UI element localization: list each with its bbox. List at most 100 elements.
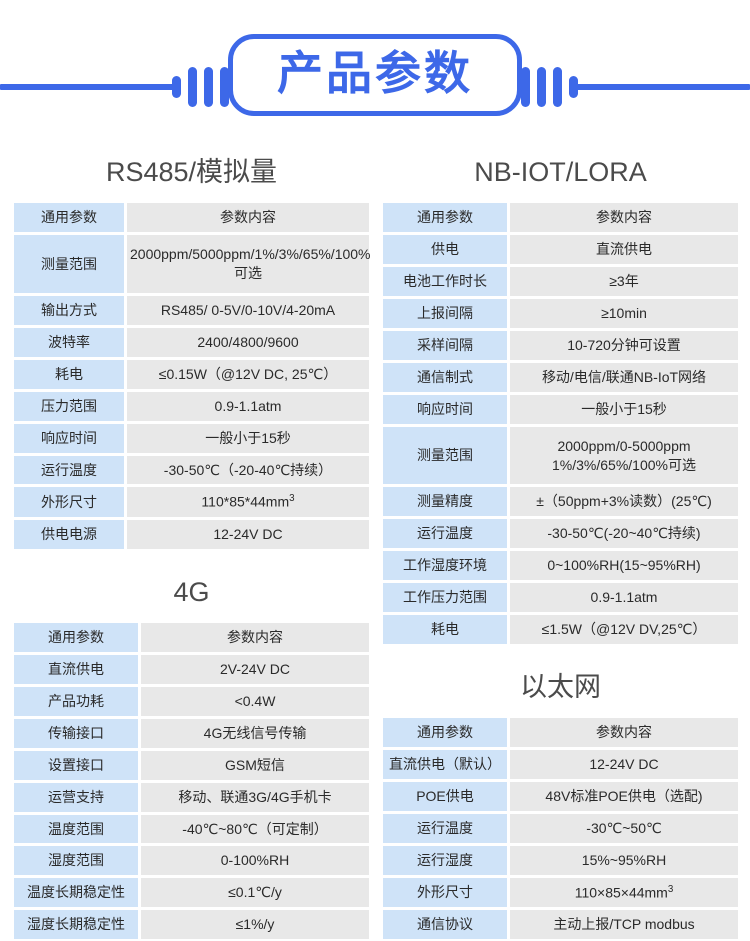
column-header-value: 参数内容: [507, 718, 738, 748]
spec-key: 运营支持: [14, 782, 138, 812]
banner-dashes-left: [172, 62, 229, 112]
banner-dashes-right: [521, 62, 578, 112]
table-row: 采样间隔 10-720分钟可设置: [383, 330, 738, 360]
table-row: 测量范围 2000ppm/5000ppm/1%/3%/65%/100%可选: [14, 235, 371, 294]
spec-key: 运行湿度: [383, 845, 507, 875]
spec-table-ethernet: 通用参数 参数内容 直流供电（默认） 12-24V DC POE供电 48V标准POE供电…: [383, 715, 738, 941]
table-row: 上报间隔 ≥10min: [383, 299, 738, 328]
table-row: 耗电 ≤0.15W（@12V DC, 25℃）: [14, 359, 369, 389]
column-header-key: 通用参数: [383, 203, 507, 233]
spec-value: 110×85×44mm3: [507, 877, 738, 908]
table-row: 通信协议 主动上报/TCP modbus: [383, 910, 738, 940]
spec-value: 0.9-1.1atm: [124, 391, 369, 421]
spec-value: GSM短信: [138, 750, 369, 780]
table-row: 运行温度 -30-50℃(-20~40℃持续): [383, 519, 738, 549]
column-header-value: 参数内容: [507, 203, 738, 233]
spec-value: 4G无线信号传输: [138, 718, 369, 748]
spec-key: 湿度范围: [14, 846, 138, 876]
table-row: 通信制式 移动/电信/联通NB-IoT网络: [383, 362, 738, 392]
table-row: 响应时间 一般小于15秒: [14, 423, 369, 453]
page-title-box: 产品参数: [228, 33, 522, 117]
dash-bar-icon: [172, 76, 181, 98]
spec-value: 2V-24V DC: [138, 655, 369, 685]
spec-value: 移动/电信/联通NB-IoT网络: [507, 362, 738, 392]
table-header-row: 通用参数 参数内容: [14, 623, 369, 653]
table-row: 外形尺寸 110*85*44mm3: [14, 487, 369, 517]
spec-key: 供电电源: [14, 519, 124, 549]
banner-rule-right: [575, 84, 750, 90]
spec-value: 110*85*44mm3: [124, 487, 369, 517]
spec-key: 产品功耗: [14, 687, 138, 716]
column-header-key: 通用参数: [383, 718, 507, 748]
spec-key: 采样间隔: [383, 330, 507, 360]
table-row: 运行温度 -30-50℃（-20-40℃持续）: [14, 455, 369, 485]
table-row: 运营支持 移动、联通3G/4G手机卡: [14, 782, 369, 812]
section-title-rs485: RS485/模拟量: [105, 157, 278, 187]
table-row: POE供电 48V标准POE供电（选配): [383, 782, 738, 811]
spec-key: 温度范围: [14, 814, 138, 844]
table-header-row: 通用参数 参数内容: [14, 203, 369, 233]
spec-value: 2000ppm/0-5000ppm 1%/3%/65%/100%可选: [507, 426, 738, 485]
spec-value: 一般小于15秒: [507, 394, 738, 424]
spec-key: 外形尺寸: [14, 487, 124, 517]
table-header-row: 通用参数 参数内容: [383, 718, 738, 748]
spec-key: 设置接口: [14, 750, 138, 780]
table-row: 外形尺寸 110×85×44mm3: [383, 877, 738, 908]
dash-bar-icon: [569, 76, 578, 98]
spec-value: 0.9-1.1atm: [507, 583, 738, 612]
table-row: 工作压力范围 0.9-1.1atm: [383, 583, 738, 612]
spec-key: 温度长期稳定性: [14, 878, 138, 908]
spec-key: 直流供电: [14, 655, 138, 685]
spec-key: 运行温度: [14, 455, 124, 485]
table-row: 供电电源 12-24V DC: [14, 519, 369, 549]
spec-value: 直流供电: [507, 235, 738, 265]
dash-bar-icon: [204, 67, 213, 107]
spec-value: ±（50ppm+3%读数）(25℃): [507, 487, 738, 517]
table-row: 输出方式 RS485/ 0-5V/0-10V/4-20mA: [14, 296, 369, 325]
table-row: 耗电 ≤1.5W（@12V DV,25℃）: [383, 614, 738, 644]
spec-value: 0-100%RH: [138, 846, 369, 876]
spec-value: 一般小于15秒: [124, 423, 369, 453]
spec-value: 10-720分钟可设置: [507, 330, 738, 360]
spec-key: 工作压力范围: [383, 583, 507, 612]
spec-value: ≤0.15W（@12V DC, 25℃）: [124, 359, 369, 389]
table-row: 直流供电（默认） 12-24V DC: [383, 750, 738, 780]
spec-key: 直流供电（默认）: [383, 750, 507, 780]
spec-key: 通信制式: [383, 362, 507, 392]
section-ethernet: 以太网 通用参数 参数内容 直流供电（默认） 12-24V DC POE供电 48V标准P…: [383, 665, 738, 941]
spec-key: 压力范围: [14, 391, 124, 421]
table-row: 设置接口 GSM短信: [14, 750, 369, 780]
spec-key: 电池工作时长: [383, 267, 507, 297]
dash-bar-icon: [521, 67, 530, 107]
section-nbiot: NB-IOT/LORA 通用参数 参数内容 供电 直流供电 电池工作时长 ≥3年 上报间隔 ≥…: [383, 150, 738, 647]
spec-key: 波特率: [14, 327, 124, 357]
spec-value: ≥10min: [507, 299, 738, 328]
spec-value: 主动上报/TCP modbus: [507, 910, 738, 940]
column-header-value: 参数内容: [138, 623, 369, 653]
spec-key: POE供电: [383, 782, 507, 811]
right-column: NB-IOT/LORA 通用参数 参数内容 供电 直流供电 电池工作时长 ≥3年 上报间隔 ≥…: [383, 150, 738, 941]
table-row: 湿度长期稳定性 ≤1%/y: [14, 910, 369, 940]
table-row: 湿度范围 0-100%RH: [14, 846, 369, 876]
table-row: 传输接口 4G无线信号传输: [14, 718, 369, 748]
spec-value: 2000ppm/5000ppm/1%/3%/65%/100%可选: [124, 235, 371, 294]
section-4g: 4G 通用参数 参数内容 直流供电 2V-24V DC 产品功耗 <0.4W 传输接口 4G无…: [14, 570, 369, 941]
spec-table-4g: 通用参数 参数内容 直流供电 2V-24V DC 产品功耗 <0.4W 传输接口 4G无线信号…: [14, 620, 369, 941]
spec-key: 工作湿度环境: [383, 551, 507, 581]
table-row: 压力范围 0.9-1.1atm: [14, 391, 369, 421]
table-row: 直流供电 2V-24V DC: [14, 655, 369, 685]
dash-bar-icon: [553, 67, 562, 107]
spec-key: 外形尺寸: [383, 877, 507, 908]
spec-value: -30℃~50℃: [507, 813, 738, 843]
spec-value: ≤1%/y: [138, 910, 369, 940]
table-row: 工作湿度环境 0~100%RH(15~95%RH): [383, 551, 738, 581]
table-row: 温度范围 -40℃~80℃（可定制）: [14, 814, 369, 844]
spec-value: ≤0.1℃/y: [138, 878, 369, 908]
spec-key: 响应时间: [383, 394, 507, 424]
spec-key: 耗电: [14, 359, 124, 389]
page-banner: 产品参数: [0, 0, 750, 150]
table-row: 波特率 2400/4800/9600: [14, 327, 369, 357]
spec-key: 湿度长期稳定性: [14, 910, 138, 940]
spec-value: 移动、联通3G/4G手机卡: [138, 782, 369, 812]
